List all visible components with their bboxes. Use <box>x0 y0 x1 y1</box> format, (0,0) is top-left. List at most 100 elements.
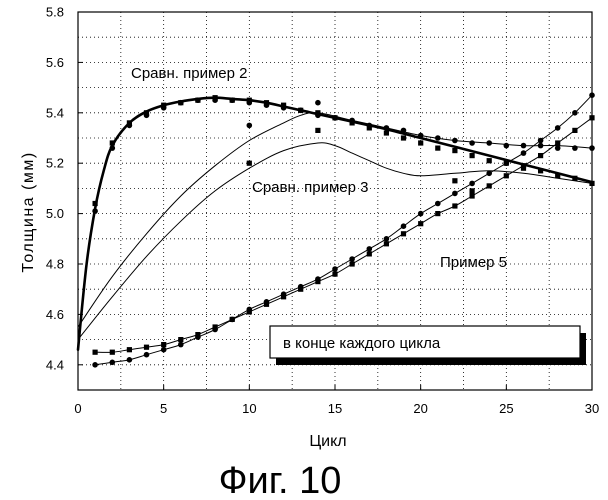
data-point-circle <box>247 123 253 129</box>
data-point-square <box>435 146 440 151</box>
y-axis-label: Толщина (мм) <box>20 151 37 272</box>
figure: 0 5 10 15 20 25 30 4.4 4.6 4.8 5.0 5.2 5.4 5.6 5.8 Сра… <box>0 0 608 500</box>
data-point-circle <box>247 100 253 106</box>
legend-note: в конце каждого цикла <box>283 335 441 352</box>
y-tick-label: 5.8 <box>46 5 64 20</box>
data-point-square <box>384 130 389 135</box>
data-point-circle <box>281 105 287 111</box>
data-point-circle <box>144 352 150 358</box>
data-point-circle <box>127 123 133 129</box>
y-tick-label: 5.0 <box>46 206 64 221</box>
data-point-circle <box>504 143 510 149</box>
y-tick-label: 4.4 <box>46 357 64 372</box>
data-point-square <box>470 153 475 158</box>
data-point-square <box>93 350 98 355</box>
data-point-square <box>367 251 372 256</box>
data-point-circle <box>452 191 458 197</box>
annotation-example-5: Пример 5 <box>440 254 507 271</box>
data-point-circle <box>229 317 235 323</box>
data-point-square <box>384 241 389 246</box>
data-point-circle <box>521 150 527 156</box>
data-point-circle <box>315 276 321 282</box>
y-tick-label: 4.8 <box>46 257 64 272</box>
data-point-circle <box>435 201 441 207</box>
y-tick-label: 4.6 <box>46 307 64 322</box>
data-point-square <box>418 140 423 145</box>
legend-box: в конце каждого цикла <box>270 326 586 365</box>
data-point-square <box>470 193 475 198</box>
data-point-circle <box>212 97 218 103</box>
data-point-circle <box>161 347 167 353</box>
data-point-square <box>452 148 457 153</box>
data-point-circle <box>486 171 492 177</box>
x-tick-label: 30 <box>585 401 599 416</box>
data-point-square <box>247 161 252 166</box>
data-point-circle <box>349 256 355 262</box>
data-point-square <box>521 163 526 168</box>
data-point-square <box>452 178 457 183</box>
data-point-square <box>144 345 149 350</box>
data-point-circle <box>555 125 561 131</box>
data-point-circle <box>212 327 218 333</box>
x-axis-label: Цикл <box>309 433 346 450</box>
data-point-square <box>315 128 320 133</box>
data-point-square <box>452 203 457 208</box>
data-point-circle <box>264 299 270 305</box>
y-tick-label: 5.2 <box>46 156 64 171</box>
data-point-circle <box>92 208 98 214</box>
data-point-circle <box>298 108 304 114</box>
data-point-square <box>178 337 183 342</box>
data-point-circle <box>418 211 424 217</box>
x-tick-label: 5 <box>160 401 167 416</box>
data-point-square <box>538 168 543 173</box>
data-point-circle <box>538 138 544 144</box>
x-tick-label: 25 <box>499 401 513 416</box>
data-point-circle <box>92 362 98 368</box>
data-point-square <box>161 342 166 347</box>
data-point-circle <box>264 102 270 108</box>
data-point-circle <box>110 360 116 366</box>
data-point-circle <box>298 284 304 290</box>
data-point-square <box>470 188 475 193</box>
data-point-square <box>538 153 543 158</box>
data-point-square <box>504 173 509 178</box>
data-point-square <box>93 201 98 206</box>
data-point-square <box>487 183 492 188</box>
data-point-circle <box>572 110 578 116</box>
data-point-square <box>401 231 406 236</box>
y-tick-label: 5.4 <box>46 105 64 120</box>
data-point-square <box>435 211 440 216</box>
data-point-circle <box>127 357 133 363</box>
data-point-square <box>572 128 577 133</box>
data-point-circle <box>247 307 253 313</box>
data-point-circle <box>332 266 338 272</box>
data-point-circle <box>384 236 390 242</box>
data-point-circle <box>110 145 116 151</box>
data-point-circle <box>504 160 510 166</box>
data-point-square <box>332 272 337 277</box>
annotation-comparative-example-2: Сравн. пример 2 <box>131 65 247 82</box>
data-point-circle <box>367 246 373 252</box>
data-point-square <box>350 261 355 266</box>
x-tick-label: 0 <box>74 401 81 416</box>
data-point-square <box>110 350 115 355</box>
data-point-circle <box>229 97 235 103</box>
figure-caption: Фиг. 10 <box>219 460 342 500</box>
data-point-circle <box>315 100 321 106</box>
data-point-square <box>487 158 492 163</box>
data-point-circle <box>469 140 475 146</box>
data-point-circle <box>178 100 184 106</box>
data-point-circle <box>195 97 201 103</box>
data-point-circle <box>144 113 150 119</box>
data-point-circle <box>161 105 167 111</box>
data-point-square <box>110 140 115 145</box>
data-point-circle <box>401 223 407 229</box>
data-point-square <box>418 221 423 226</box>
x-tick-label: 10 <box>242 401 256 416</box>
data-point-circle <box>195 334 201 340</box>
x-tick-label: 15 <box>328 401 342 416</box>
background <box>0 0 608 500</box>
data-point-square <box>401 135 406 140</box>
y-tick-label: 5.6 <box>46 55 64 70</box>
x-tick-label: 20 <box>413 401 427 416</box>
